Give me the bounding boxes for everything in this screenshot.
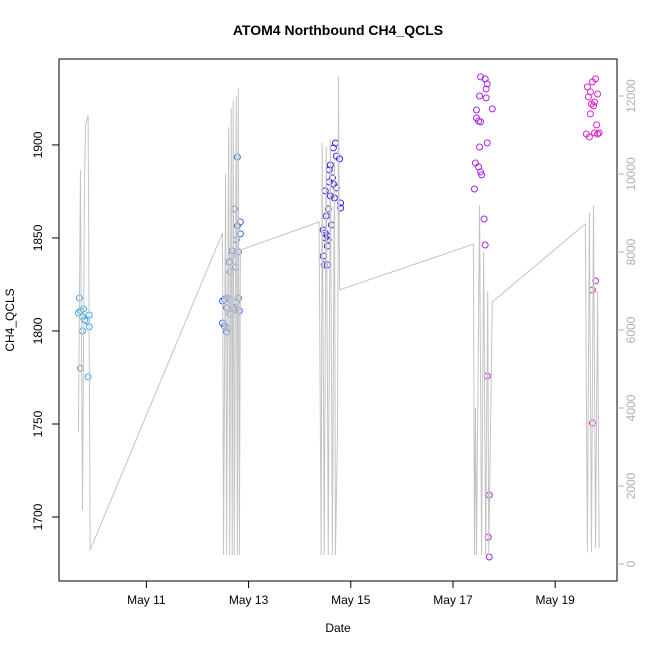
x-axis-label: Date: [325, 621, 351, 635]
point: [482, 94, 490, 102]
x-tick-label: May 19: [535, 593, 575, 607]
y-tick-label: 1800: [31, 317, 45, 344]
point: [595, 129, 603, 137]
point: [480, 215, 488, 223]
x-tick-label: May 13: [229, 593, 269, 607]
y2-tick-label: 10000: [624, 157, 638, 191]
point: [488, 105, 496, 113]
point: [589, 102, 597, 110]
point: [586, 110, 594, 118]
point: [476, 143, 484, 151]
point: [233, 153, 241, 161]
point: [337, 204, 345, 212]
y2-tick-label: 0: [624, 560, 638, 567]
y2-tick-label: 8000: [624, 238, 638, 265]
point: [477, 118, 485, 126]
point: [223, 304, 231, 312]
chart-title: ATOM4 Northbound CH4_QCLS: [233, 22, 443, 38]
point: [481, 241, 489, 249]
y-tick-label: 1750: [31, 410, 45, 437]
point: [588, 78, 596, 86]
point: [583, 83, 591, 91]
x-tick-label: May 11: [127, 593, 166, 607]
point: [470, 185, 478, 193]
y-tick-label: 1900: [31, 131, 45, 158]
point: [584, 93, 592, 101]
y-tick-label: 1700: [31, 503, 45, 530]
point: [482, 85, 490, 93]
point: [236, 230, 244, 238]
point: [477, 73, 485, 81]
point: [591, 129, 599, 137]
point: [336, 155, 344, 163]
point: [594, 90, 602, 98]
x-tick-label: May 15: [331, 593, 371, 607]
point: [587, 100, 595, 108]
point: [476, 92, 484, 100]
point: [483, 139, 491, 147]
point: [593, 121, 601, 129]
y2-tick-label: 12000: [624, 79, 638, 113]
point: [483, 80, 491, 88]
point: [84, 373, 92, 381]
y-axis-label: CH4_QCLS: [3, 288, 17, 351]
x-tick-label: May 17: [433, 593, 473, 607]
point: [594, 130, 602, 138]
altitude-line: [77, 76, 600, 556]
y2-tick-label: 6000: [624, 316, 638, 343]
point: [592, 277, 600, 285]
point: [472, 106, 480, 114]
point: [585, 133, 593, 141]
y2-tick-label: 4000: [624, 394, 638, 421]
y2-tick-label: 2000: [624, 472, 638, 499]
point: [478, 171, 486, 179]
plot-frame: [58, 58, 618, 582]
point: [233, 222, 241, 230]
point: [337, 199, 345, 207]
y-tick-label: 1850: [31, 224, 45, 251]
point: [477, 168, 485, 176]
point: [324, 205, 332, 213]
